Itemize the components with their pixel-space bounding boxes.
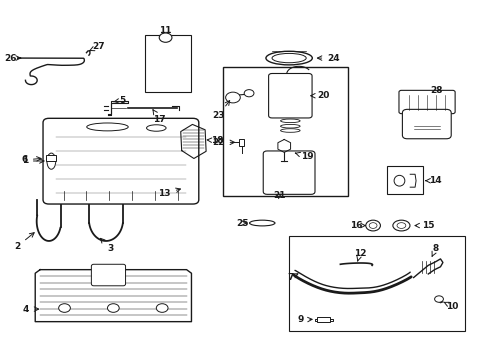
Circle shape xyxy=(435,296,443,302)
Ellipse shape xyxy=(397,223,406,228)
Ellipse shape xyxy=(393,220,410,231)
Text: 19: 19 xyxy=(295,152,314,161)
Ellipse shape xyxy=(281,125,300,128)
FancyBboxPatch shape xyxy=(402,109,451,139)
Text: 24: 24 xyxy=(318,54,340,63)
Ellipse shape xyxy=(147,125,166,131)
Text: 3: 3 xyxy=(100,238,114,253)
FancyBboxPatch shape xyxy=(269,73,312,118)
Text: 26: 26 xyxy=(4,54,21,63)
Text: 23: 23 xyxy=(212,100,230,120)
Ellipse shape xyxy=(47,153,56,169)
Text: 17: 17 xyxy=(153,110,166,124)
Text: 1: 1 xyxy=(22,157,44,166)
Ellipse shape xyxy=(394,175,405,186)
Circle shape xyxy=(159,33,172,42)
Text: 21: 21 xyxy=(273,190,286,199)
Text: 22: 22 xyxy=(212,138,235,147)
Text: 2: 2 xyxy=(14,233,34,251)
Text: 14: 14 xyxy=(426,176,441,185)
Text: 13: 13 xyxy=(158,188,180,198)
Ellipse shape xyxy=(281,119,300,123)
Ellipse shape xyxy=(369,223,377,228)
Ellipse shape xyxy=(266,51,312,65)
Text: 18: 18 xyxy=(207,136,223,145)
Circle shape xyxy=(225,92,240,103)
Circle shape xyxy=(59,304,71,312)
Text: 28: 28 xyxy=(430,86,443,95)
Bar xyxy=(387,166,423,194)
Circle shape xyxy=(107,304,119,312)
Bar xyxy=(145,35,192,92)
Text: 6: 6 xyxy=(22,156,41,165)
Text: 12: 12 xyxy=(354,249,366,261)
FancyBboxPatch shape xyxy=(91,264,125,286)
FancyBboxPatch shape xyxy=(43,118,199,204)
Text: 4: 4 xyxy=(23,305,39,314)
Circle shape xyxy=(156,304,168,312)
Ellipse shape xyxy=(366,220,380,231)
FancyBboxPatch shape xyxy=(399,90,455,114)
Text: 9: 9 xyxy=(298,315,312,324)
Circle shape xyxy=(244,90,254,97)
Bar xyxy=(223,67,348,196)
Bar xyxy=(318,317,330,322)
Ellipse shape xyxy=(272,53,306,63)
Text: 8: 8 xyxy=(432,244,439,256)
Bar xyxy=(289,236,465,331)
Text: 25: 25 xyxy=(237,219,249,228)
Bar xyxy=(239,139,244,146)
Text: 27: 27 xyxy=(90,42,105,51)
FancyBboxPatch shape xyxy=(263,151,315,194)
Text: 20: 20 xyxy=(311,91,330,100)
Bar xyxy=(46,155,56,161)
Text: 15: 15 xyxy=(415,221,435,230)
Ellipse shape xyxy=(281,129,300,132)
Ellipse shape xyxy=(87,123,128,131)
Text: 11: 11 xyxy=(159,26,171,35)
Text: 10: 10 xyxy=(443,302,459,311)
Text: 5: 5 xyxy=(114,96,125,105)
Text: 16: 16 xyxy=(350,221,366,230)
Ellipse shape xyxy=(249,220,275,226)
Text: 7: 7 xyxy=(288,273,298,282)
